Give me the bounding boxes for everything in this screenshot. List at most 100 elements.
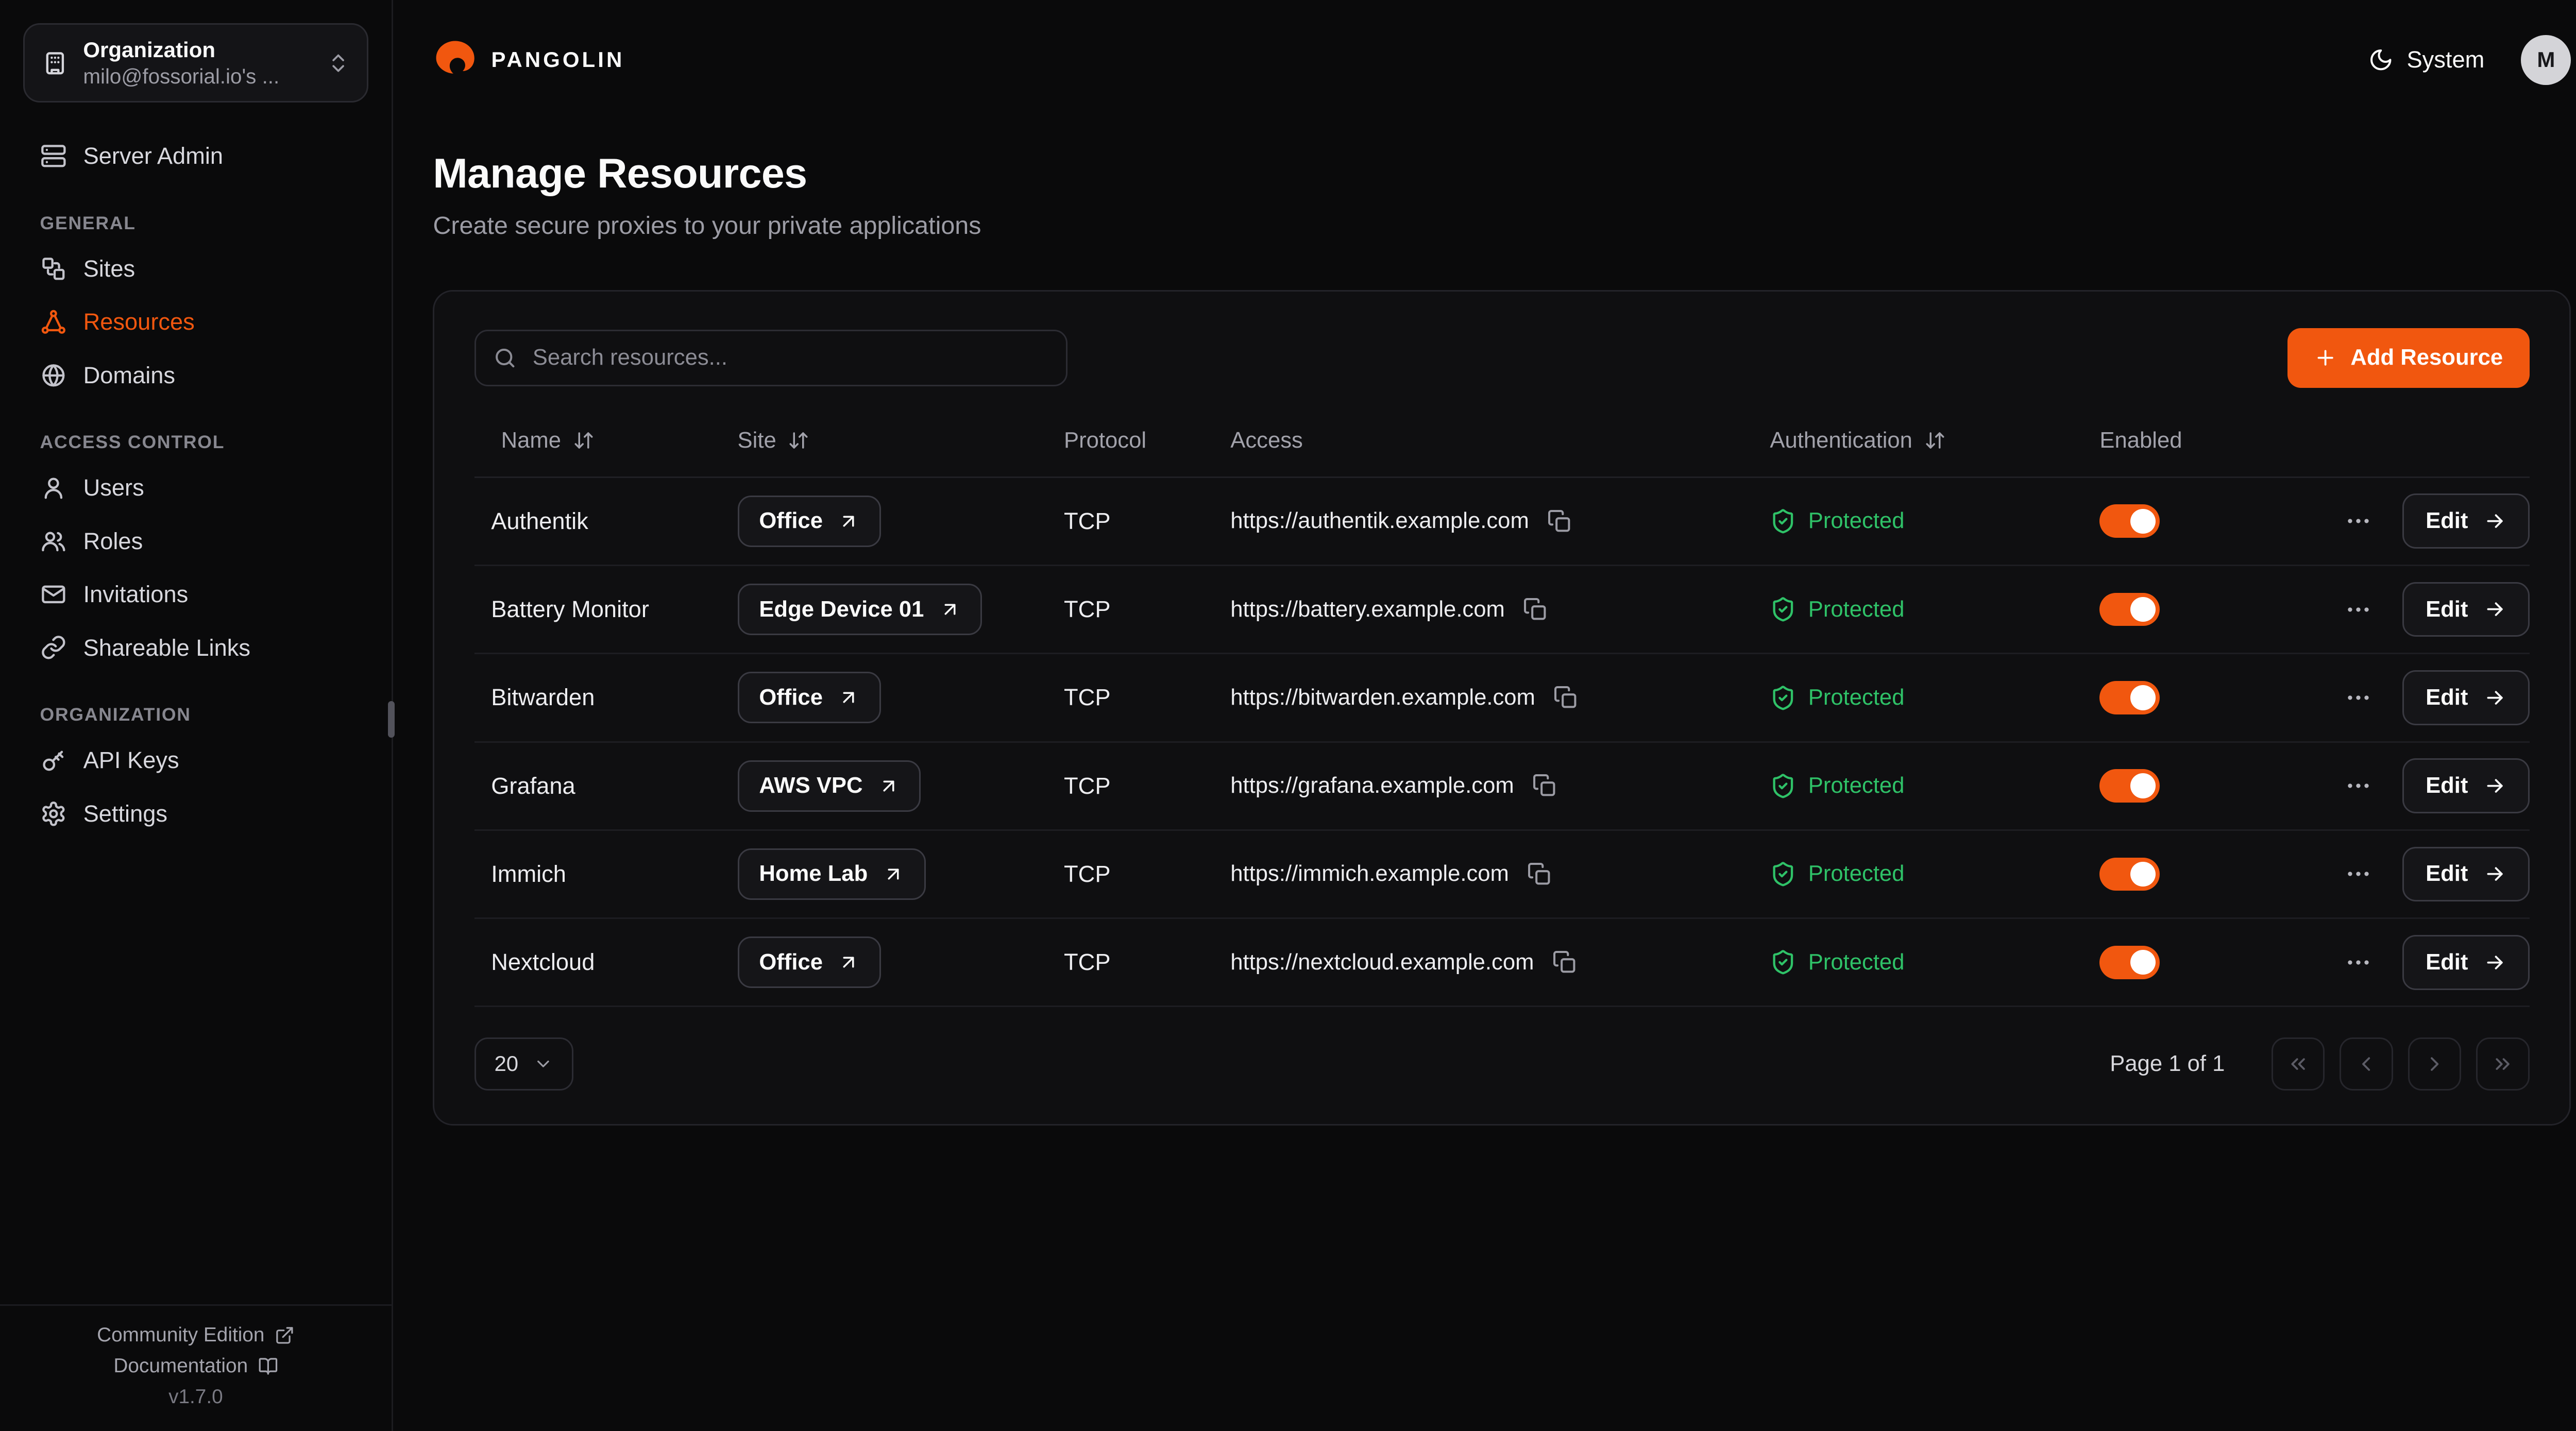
- gear-icon: [40, 800, 67, 827]
- site-link-button[interactable]: Edge Device 01: [737, 583, 982, 636]
- column-label: Name: [501, 428, 561, 453]
- table-body: Authentik Office TCP https://authentik.e…: [474, 478, 2530, 1008]
- previous-page-button[interactable]: [2340, 1037, 2393, 1091]
- enabled-cell: [2087, 592, 2283, 626]
- top-bar: PANGOLIN System M: [393, 0, 2576, 120]
- sidebar-item-users[interactable]: Users: [23, 461, 368, 514]
- site-link-button[interactable]: Home Lab: [737, 848, 926, 900]
- enabled-toggle[interactable]: [2099, 592, 2160, 626]
- edit-button[interactable]: Edit: [2402, 670, 2530, 725]
- plus-icon: [2314, 346, 2337, 369]
- sidebar-resize-handle[interactable]: [388, 701, 395, 738]
- documentation-label: Documentation: [113, 1355, 248, 1377]
- sidebar-item-invitations[interactable]: Invitations: [23, 568, 368, 621]
- search-input[interactable]: [474, 329, 1067, 386]
- copy-url-button[interactable]: [1543, 504, 1578, 539]
- copy-url-button[interactable]: [1522, 857, 1557, 892]
- resource-name: Authentik: [491, 507, 588, 534]
- access-url: https://authentik.example.com: [1230, 508, 1529, 534]
- next-page-button[interactable]: [2408, 1037, 2462, 1091]
- row-menu-button[interactable]: [2337, 500, 2379, 542]
- column-header-enabled: Enabled: [2087, 428, 2283, 453]
- first-page-button[interactable]: [2271, 1037, 2325, 1091]
- authentication-cell: Protected: [1757, 861, 2087, 888]
- row-menu-button[interactable]: [2337, 677, 2379, 719]
- site-link-button[interactable]: Office: [737, 672, 881, 724]
- theme-label: System: [2406, 46, 2485, 73]
- column-header-name[interactable]: Name: [474, 428, 724, 453]
- column-header-authentication[interactable]: Authentication: [1757, 428, 2087, 453]
- enabled-toggle[interactable]: [2099, 681, 2160, 714]
- sidebar-item-roles[interactable]: Roles: [23, 515, 368, 568]
- edit-button[interactable]: Edit: [2402, 934, 2530, 990]
- edit-label: Edit: [2426, 861, 2468, 887]
- arrow-up-right-icon: [838, 687, 859, 708]
- ellipsis-icon: [2344, 948, 2372, 977]
- copy-url-button[interactable]: [1528, 769, 1563, 804]
- last-page-button[interactable]: [2476, 1037, 2530, 1091]
- copy-url-button[interactable]: [1549, 680, 1584, 715]
- access-cell: https://immich.example.com: [1217, 857, 1756, 892]
- ellipsis-icon: [2344, 772, 2372, 800]
- sidebar-item-server-admin[interactable]: Server Admin: [23, 129, 368, 182]
- sidebar: Organization milo@fossorial.io's ... Ser…: [0, 0, 395, 1431]
- site-cell: Office: [724, 495, 1050, 547]
- row-menu-button[interactable]: [2337, 942, 2379, 983]
- edit-button[interactable]: Edit: [2402, 493, 2530, 549]
- sidebar-item-resources[interactable]: Resources: [23, 295, 368, 348]
- row-menu-button[interactable]: [2337, 854, 2379, 895]
- column-label: Authentication: [1770, 428, 1912, 453]
- resource-name: Immich: [491, 860, 566, 887]
- section-label-access-control: ACCESS CONTROL: [40, 432, 225, 453]
- link-icon: [40, 634, 67, 661]
- shield-check-icon: [1770, 861, 1797, 888]
- site-link-button[interactable]: AWS VPC: [737, 760, 921, 812]
- enabled-cell: [2087, 504, 2283, 538]
- access-url: https://nextcloud.example.com: [1230, 949, 1534, 975]
- column-label: Enabled: [2099, 428, 2182, 453]
- book-icon: [258, 1356, 278, 1376]
- table-header: Name Site Protocol Access: [474, 404, 2530, 478]
- copy-url-button[interactable]: [1518, 592, 1553, 627]
- enabled-toggle[interactable]: [2099, 769, 2160, 803]
- section-label-organization: ORGANIZATION: [40, 704, 191, 725]
- enabled-toggle[interactable]: [2099, 945, 2160, 979]
- site-link-button[interactable]: Office: [737, 495, 881, 547]
- enabled-cell: [2087, 857, 2283, 891]
- table-row: Nextcloud Office TCP https://nextcloud.e…: [474, 919, 2530, 1008]
- column-label: Access: [1230, 428, 1303, 453]
- card-toolbar: Add Resource: [474, 328, 2530, 388]
- search-icon: [493, 346, 517, 370]
- actions-cell: Edit: [2283, 493, 2530, 549]
- authentication-cell: Protected: [1757, 949, 2087, 976]
- site-link-button[interactable]: Office: [737, 936, 881, 989]
- auth-status: Protected: [1808, 949, 1905, 975]
- enabled-toggle[interactable]: [2099, 857, 2160, 891]
- row-menu-button[interactable]: [2337, 765, 2379, 807]
- sidebar-item-shareable-links[interactable]: Shareable Links: [23, 621, 368, 674]
- enabled-toggle[interactable]: [2099, 504, 2160, 538]
- access-cell: https://battery.example.com: [1217, 592, 1756, 627]
- column-header-site[interactable]: Site: [724, 428, 1050, 453]
- documentation-link[interactable]: Documentation: [113, 1355, 278, 1377]
- edit-button[interactable]: Edit: [2402, 846, 2530, 902]
- avatar[interactable]: M: [2521, 35, 2571, 85]
- avatar-initial: M: [2537, 47, 2555, 72]
- theme-switcher[interactable]: System: [2368, 46, 2484, 73]
- page-size-select[interactable]: 20: [474, 1037, 573, 1091]
- edit-button[interactable]: Edit: [2402, 758, 2530, 813]
- sidebar-item-api-keys[interactable]: API Keys: [23, 734, 368, 787]
- community-edition-link[interactable]: Community Edition: [97, 1324, 295, 1347]
- column-label: Site: [737, 428, 776, 453]
- site-cell: Edge Device 01: [724, 583, 1050, 636]
- sidebar-item-sites[interactable]: Sites: [23, 242, 368, 295]
- sidebar-item-settings[interactable]: Settings: [23, 787, 368, 840]
- org-selector-subtitle: milo@fossorial.io's ...: [83, 64, 280, 89]
- org-selector[interactable]: Organization milo@fossorial.io's ...: [23, 23, 368, 103]
- edit-button[interactable]: Edit: [2402, 582, 2530, 637]
- row-menu-button[interactable]: [2337, 589, 2379, 631]
- copy-url-button[interactable]: [1547, 945, 1582, 980]
- add-resource-button[interactable]: Add Resource: [2287, 328, 2530, 388]
- site-name: Home Lab: [759, 861, 868, 887]
- sidebar-item-domains[interactable]: Domains: [23, 349, 368, 402]
